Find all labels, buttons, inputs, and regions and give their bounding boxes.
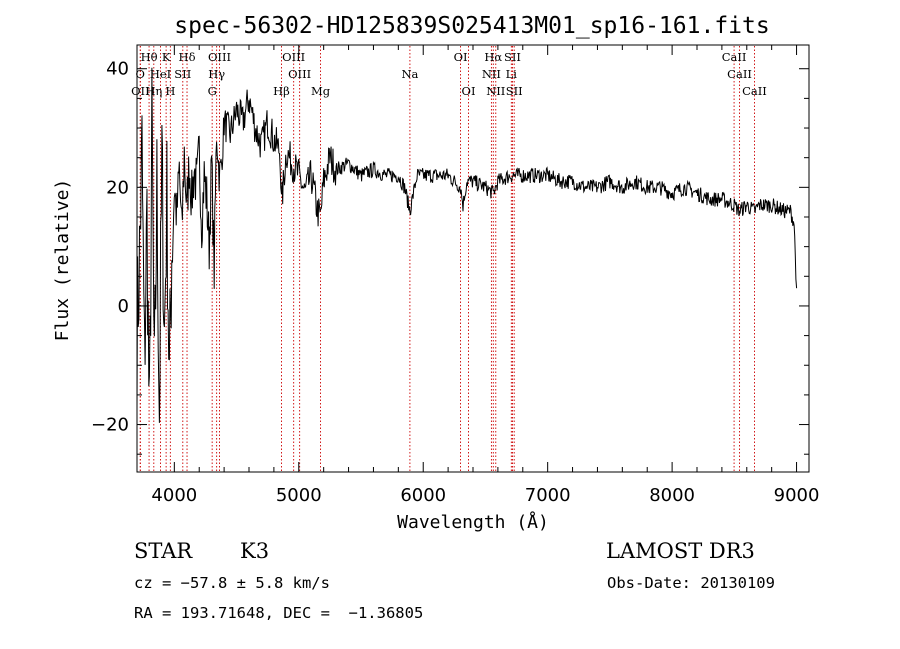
spectral-line-label: OII bbox=[131, 84, 150, 98]
spectral-line-label: NII bbox=[482, 67, 501, 81]
spectrum-line bbox=[136, 67, 798, 423]
spectral-line-label: Hγ bbox=[208, 67, 225, 81]
survey-name: LAMOST DR3 bbox=[606, 539, 755, 563]
spectral-line-label: OI bbox=[454, 50, 468, 64]
spectral-line-label: OI bbox=[462, 84, 476, 98]
spectral-line-label: NII bbox=[486, 84, 505, 98]
spectral-line-label: SII bbox=[504, 50, 521, 64]
coordinates: RA = 193.71648, DEC = −1.36805 bbox=[134, 604, 424, 622]
x-tick-label: 7000 bbox=[525, 485, 571, 506]
y-tick-label: −20 bbox=[91, 415, 129, 436]
spectral-line-label: SII bbox=[174, 67, 191, 81]
spectral-line-markers bbox=[139, 46, 755, 471]
x-tick-label: 6000 bbox=[400, 485, 446, 506]
y-tick-label: 0 bbox=[118, 296, 129, 317]
plot-frame bbox=[136, 44, 810, 473]
y-axis-label: Flux (relative) bbox=[52, 179, 73, 342]
spectral-line-label: K bbox=[162, 50, 171, 64]
spectral-line-label: OIII bbox=[288, 67, 311, 81]
observation-date: Obs-Date: 20130109 bbox=[607, 574, 775, 592]
spectral-line-label: H bbox=[165, 84, 175, 98]
spectral-line-label: OIII bbox=[208, 50, 231, 64]
spectral-line-label: Hβ bbox=[273, 84, 290, 98]
spectral-line-label: CaII bbox=[722, 50, 747, 64]
x-tick-label: 8000 bbox=[649, 485, 695, 506]
spectral-line-label: Hη bbox=[145, 84, 162, 98]
spectral-line-label: Hθ bbox=[141, 50, 158, 64]
y-tick-label: 20 bbox=[106, 177, 129, 198]
spectral-line-label: Hδ bbox=[179, 50, 196, 64]
redshift-velocity: cz = −57.8 ± 5.8 km/s bbox=[134, 574, 330, 592]
x-axis-label: Wavelength (Å) bbox=[397, 511, 549, 533]
spectral-line-label: OIII bbox=[282, 50, 305, 64]
x-tick-label: 9000 bbox=[774, 485, 820, 506]
axis-ticks bbox=[137, 45, 809, 472]
chart-title: spec-56302-HD125839S025413M01_sp16-161.f… bbox=[174, 13, 769, 39]
spectral-line-label: O bbox=[136, 67, 145, 81]
spectral-line-label: Hα bbox=[484, 50, 502, 64]
spectral-line-label: Na bbox=[401, 67, 418, 81]
object-class: STAR bbox=[134, 539, 193, 563]
y-tick-label: 40 bbox=[106, 59, 129, 80]
spectral-line-label: Mg bbox=[311, 84, 331, 98]
spectral-line-label: HeI bbox=[150, 67, 171, 81]
object-subclass: K3 bbox=[240, 539, 270, 563]
spectral-line-label: Li bbox=[506, 67, 518, 81]
spectral-line-label: SII bbox=[506, 84, 523, 98]
tick-labels: 4000 5000 6000 7000 8000 9000 −20 0 20 40 bbox=[91, 59, 819, 506]
spectral-line-label: CaII bbox=[742, 84, 767, 98]
spectral-line-label: G bbox=[208, 84, 217, 98]
spectral-line-label: CaII bbox=[727, 67, 752, 81]
x-tick-label: 5000 bbox=[276, 485, 322, 506]
x-tick-label: 4000 bbox=[151, 485, 197, 506]
